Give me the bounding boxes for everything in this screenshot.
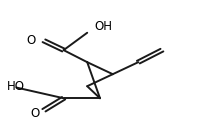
Text: OH: OH xyxy=(94,20,112,33)
Text: HO: HO xyxy=(7,80,25,93)
Text: O: O xyxy=(30,107,40,120)
Text: O: O xyxy=(27,34,36,47)
